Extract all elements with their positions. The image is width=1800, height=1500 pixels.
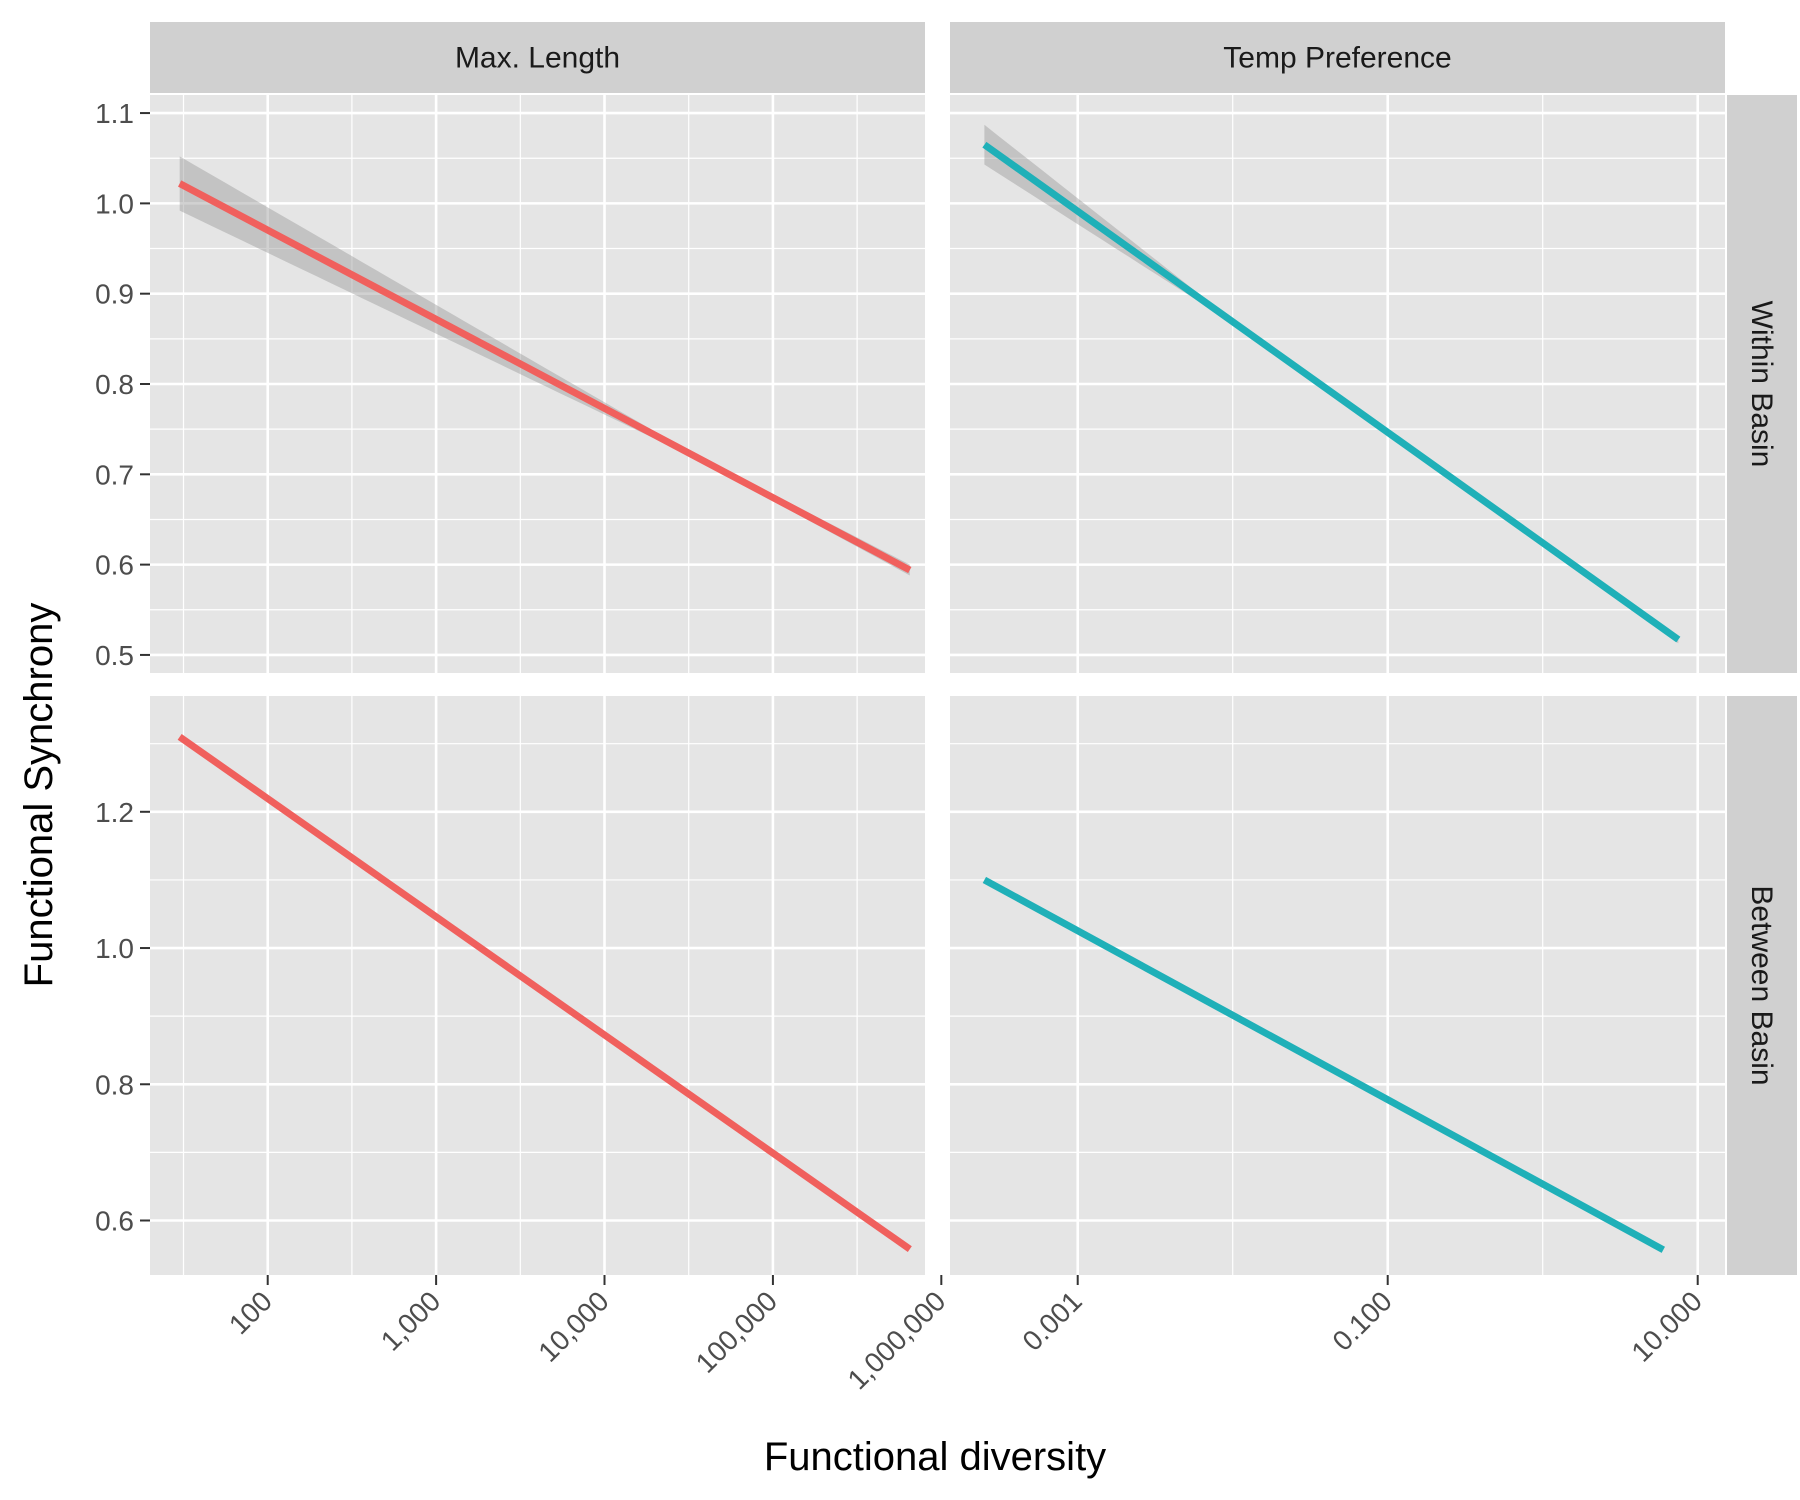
strip-background	[1727, 696, 1797, 1275]
strip-background	[1727, 95, 1797, 673]
strip-top-0: Max. Length	[150, 22, 925, 93]
y-tick-label: 0.7	[95, 459, 134, 490]
strip-right-0: Within Basin	[1727, 95, 1797, 673]
strip-background	[150, 22, 925, 93]
y-axis-title: Functional Synchrony	[17, 603, 61, 988]
column-strip-label: Max. Length	[455, 42, 620, 75]
y-tick-label: 0.9	[95, 279, 134, 310]
strips-layer: Max. Length Temp Preference Within Basin Be…	[150, 22, 1797, 1275]
series-panel-2	[177, 734, 912, 1252]
panel-r1-c1	[950, 696, 1725, 1275]
y-tick-label: 1.0	[95, 933, 134, 964]
panel-background	[950, 696, 1725, 1275]
y-tick-label: 0.6	[95, 550, 134, 581]
row-strip-label: Within Basin	[1745, 301, 1778, 468]
y-tick-label: 1.0	[95, 188, 134, 219]
y-tick-label: 0.5	[95, 640, 134, 671]
y-axis-row-1: 0.6 0.8 1.0 1.2	[95, 797, 150, 1237]
y-tick-label: 1.2	[95, 797, 134, 828]
strip-right-1: Between Basin	[1727, 696, 1797, 1275]
trend-line	[178, 180, 912, 574]
row-strip-label: Between Basin	[1745, 885, 1778, 1085]
series-panel-1	[982, 124, 1681, 644]
series-panel-0	[178, 156, 912, 576]
y-tick-label: 0.8	[95, 369, 134, 400]
column-strip-label: Temp Preference	[1223, 42, 1451, 75]
x-axis-title: Functional diversity	[764, 1435, 1106, 1479]
y-tick-label: 0.8	[95, 1069, 134, 1100]
strip-background	[950, 22, 1725, 93]
series-panel-3	[982, 876, 1665, 1253]
strip-top-1: Temp Preference	[950, 22, 1725, 93]
trend-line	[982, 876, 1665, 1253]
y-tick-label: 1.1	[95, 98, 134, 129]
trend-line	[177, 734, 912, 1252]
panel-r0-c1	[950, 95, 1725, 673]
panel-r0-c0	[150, 95, 943, 673]
y-axis-row-0: 0.5 0.6 0.7 0.8 0.9 1.0 1.1	[95, 98, 150, 671]
y-tick-label: 0.6	[95, 1206, 134, 1237]
trend-line	[982, 141, 1681, 643]
panels-layer	[150, 95, 1725, 1275]
